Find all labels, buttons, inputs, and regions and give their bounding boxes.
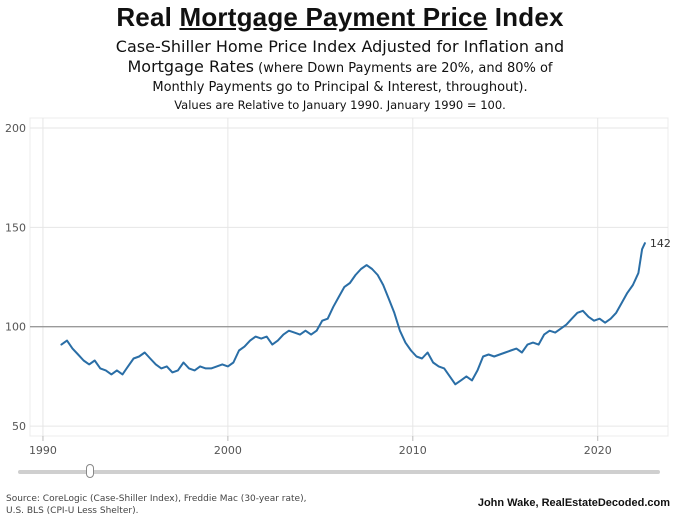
title-post: Index bbox=[487, 2, 564, 32]
end-value-label: 142 bbox=[650, 237, 671, 250]
source-note: Source: CoreLogic (Case-Shiller Index), … bbox=[6, 493, 326, 517]
subtitle-line-1: Case-Shiller Home Price Index Adjusted f… bbox=[115, 37, 565, 56]
subtitle-line-4: Values are Relative to January 1990. Jan… bbox=[174, 98, 506, 112]
title-underlined: Mortgage Payment Price bbox=[179, 2, 488, 32]
series-line bbox=[60, 242, 646, 386]
author-credit: John Wake, RealEstateDecoded.com bbox=[477, 497, 670, 509]
time-range-slider-track[interactable] bbox=[18, 470, 660, 474]
x-tick-label: 2000 bbox=[214, 444, 242, 457]
chart-title: Real Mortgage Payment Price Index bbox=[0, 2, 680, 33]
x-tick-label: 2010 bbox=[399, 444, 427, 457]
y-tick-label: 200 bbox=[5, 122, 26, 135]
source-line-1: Source: CoreLogic (Case-Shiller Index), … bbox=[6, 494, 307, 504]
y-tick-label: 100 bbox=[5, 321, 26, 334]
subtitle-line-3: Monthly Payments go to Principal & Inter… bbox=[152, 80, 528, 95]
title-pre: Real bbox=[116, 2, 180, 32]
x-tick-label: 1990 bbox=[29, 444, 57, 457]
subtitle-line-2-small: (where Down Payments are 20%, and 80% of bbox=[254, 61, 553, 76]
subtitle-line-2: Mortgage Rates (where Down Payments are … bbox=[0, 57, 680, 76]
time-range-slider-handle[interactable] bbox=[86, 464, 94, 478]
y-tick-label: 150 bbox=[5, 221, 26, 234]
subtitle-line-2-main: Mortgage Rates bbox=[127, 57, 254, 76]
source-line-2: U.S. BLS (CPI-U Less Shelter). bbox=[6, 506, 139, 516]
plot-area-border bbox=[29, 117, 669, 437]
x-tick-label: 2020 bbox=[584, 444, 612, 457]
y-tick-label: 50 bbox=[12, 420, 26, 433]
